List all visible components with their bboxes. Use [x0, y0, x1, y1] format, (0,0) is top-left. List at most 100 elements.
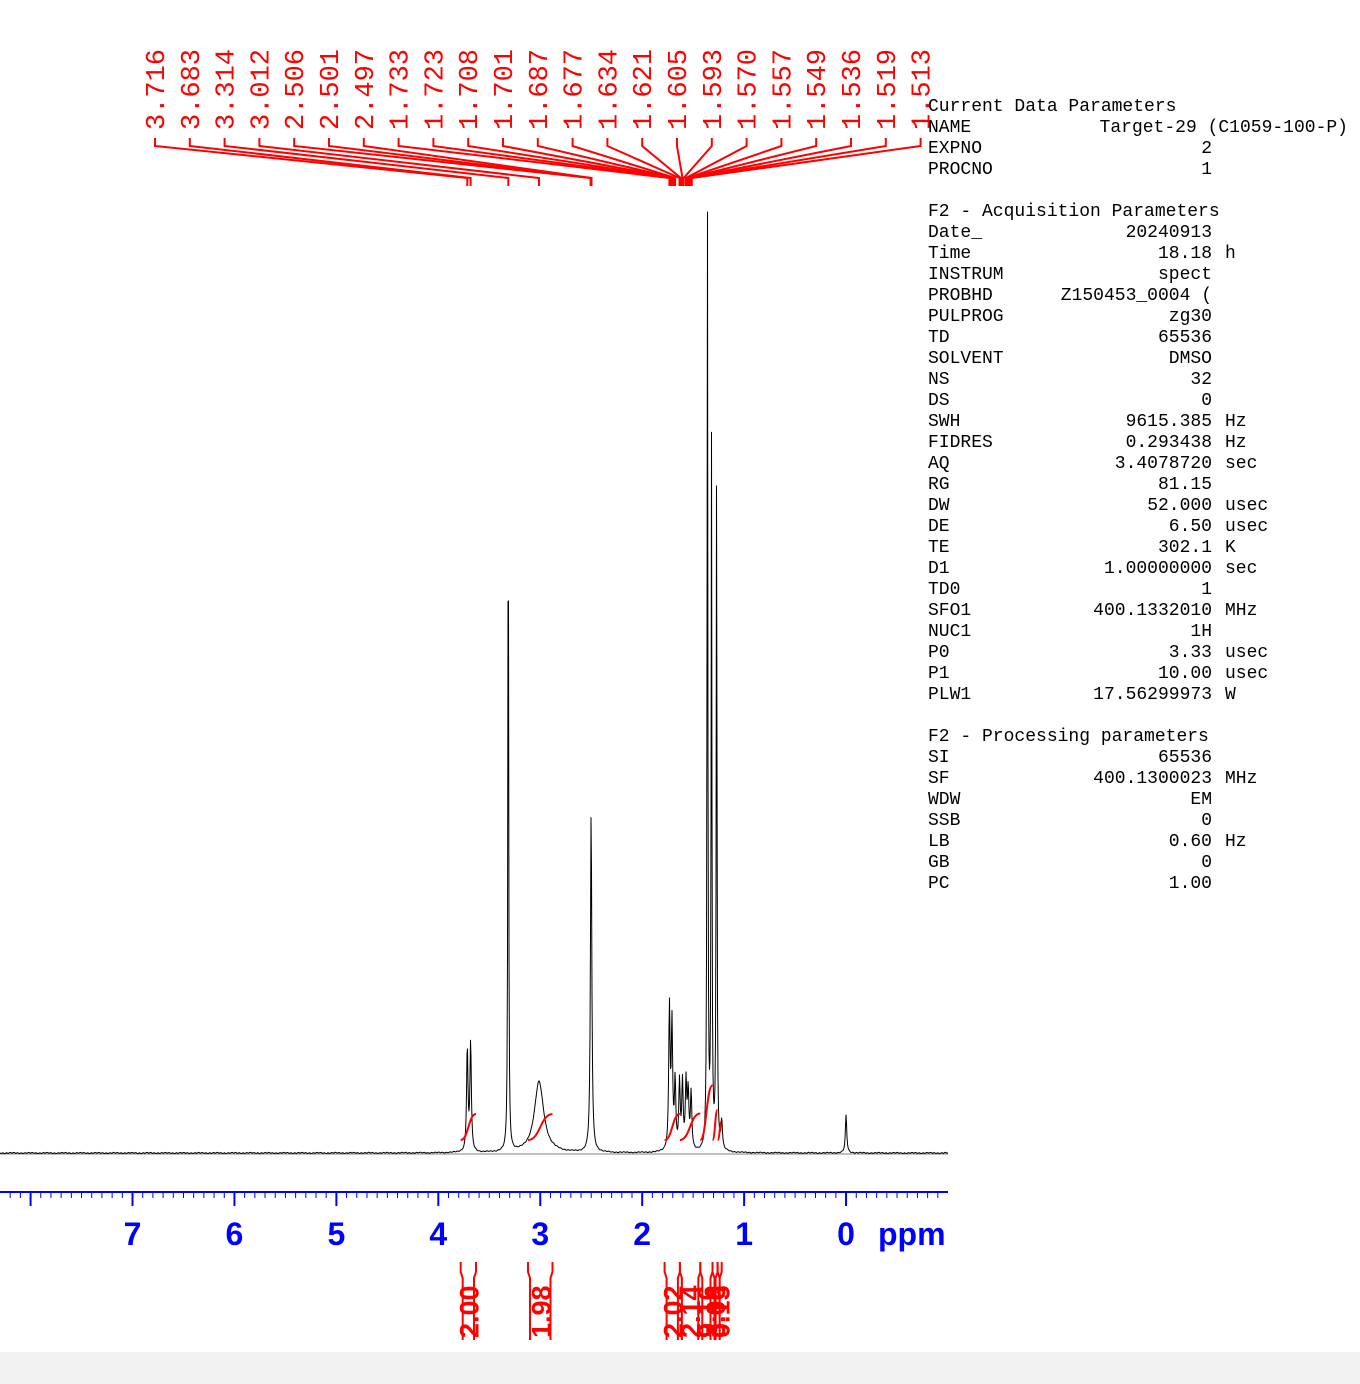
param-value: Z150453_0004 (	[1060, 286, 1212, 306]
param-key: GB	[928, 853, 950, 873]
peak-label: 2.506	[282, 49, 312, 130]
peak-leader-line	[606, 138, 681, 186]
param-row-rg: RG 81.15	[928, 475, 1348, 496]
param-key: DW	[928, 496, 950, 516]
param-row-name: NAME Target-29 (C1059-100-P)	[928, 118, 1348, 139]
param-row-aq: AQ 3.4078720 sec	[928, 454, 1348, 475]
param-value: 3.4078720	[1114, 454, 1212, 474]
param-row-de: DE 6.50 usec	[928, 517, 1348, 538]
peak-labels: 3.716 3.683 3.314 3.012 2.506 2.501 2.497 1.733…	[143, 49, 939, 130]
peak-leader-line	[571, 138, 677, 186]
param-value: 9615.385	[1125, 412, 1212, 432]
param-key: RG	[928, 475, 950, 495]
peak-label: 1.513	[909, 49, 939, 130]
peak-label: 1.723	[421, 49, 451, 130]
param-key: LB	[928, 832, 950, 852]
param-row-te: TE 302.1 K	[928, 538, 1348, 559]
param-value: 2	[1201, 139, 1212, 159]
param-key: P1	[928, 664, 950, 684]
peak-label-leaders	[154, 138, 922, 186]
param-unit: W	[1225, 685, 1236, 705]
integral-bracket	[527, 1262, 554, 1340]
integral-curve	[716, 1120, 723, 1141]
param-key: TE	[928, 538, 950, 558]
peak-leader-line	[432, 138, 672, 186]
processing-params-heading: F2 - Processing parameters	[928, 727, 1209, 747]
param-value: 1	[1201, 580, 1212, 600]
integral-curve	[699, 1084, 714, 1141]
param-value: spect	[1157, 265, 1212, 285]
param-unit: usec	[1225, 496, 1269, 516]
param-unit: h	[1225, 244, 1236, 264]
param-row-gb: GB 0	[928, 853, 1348, 874]
integral-bracket	[459, 1262, 477, 1340]
integral-curves	[460, 1084, 723, 1141]
param-row-lb: LB 0.60 Hz	[928, 832, 1348, 853]
param-key: SI	[928, 748, 950, 768]
param-value: Target-29 (C1059-100-P)	[1099, 118, 1348, 138]
param-unit: usec	[1225, 517, 1269, 537]
peak-label: 1.701	[491, 49, 521, 130]
param-key: PULPROG	[928, 307, 1004, 327]
param-value: 0.60	[1168, 832, 1212, 852]
param-value: 81.15	[1157, 475, 1212, 495]
current-params-heading: Current Data Parameters	[928, 97, 1177, 117]
peak-leader-line	[223, 138, 510, 186]
param-row-expno: EXPNO 2	[928, 139, 1348, 160]
param-row-pc: PC 1.00	[928, 874, 1348, 895]
param-row-dw: DW 52.000 usec	[928, 496, 1348, 517]
axis-tick-label: 1	[735, 1216, 753, 1252]
param-key: AQ	[928, 454, 950, 474]
param-key: SSB	[928, 811, 961, 831]
param-value: zg30	[1168, 307, 1212, 327]
param-row-sf: SF 400.1300023 MHz	[928, 769, 1348, 790]
integral-value: 2.00	[454, 1285, 484, 1338]
param-row-pulprog: PULPROG zg30	[928, 307, 1348, 328]
param-key: SF	[928, 769, 950, 789]
axis-tick-label: 0	[837, 1216, 855, 1252]
param-key: TD	[928, 328, 950, 348]
peak-label: 1.687	[526, 49, 556, 130]
param-key: EXPNO	[928, 139, 983, 159]
peak-leader-line	[676, 138, 684, 186]
param-row-wdw: WDW EM	[928, 790, 1348, 811]
peak-label: 2.497	[352, 49, 382, 130]
axis-tick-label: 6	[226, 1216, 244, 1252]
peak-label: 1.733	[387, 49, 417, 130]
param-row-d1: D1 1.00000000 sec	[928, 559, 1348, 580]
peak-label: 1.570	[735, 49, 765, 130]
param-value: 1.00	[1168, 874, 1212, 894]
param-key: Date_	[928, 223, 983, 243]
peak-leader-line	[690, 138, 922, 186]
param-key: SFO1	[928, 601, 972, 621]
acquisition-parameters-panel: Current Data Parameters NAME Target-29 (C…	[928, 97, 1348, 895]
peak-leader-line	[641, 138, 682, 186]
integral-value: 2.02	[658, 1285, 688, 1338]
param-value: 0	[1201, 853, 1212, 873]
param-key: WDW	[928, 790, 961, 810]
param-row-solvent: SOLVENT DMSO	[928, 349, 1348, 370]
peak-leader-line	[502, 138, 674, 186]
param-key: NUC1	[928, 622, 972, 642]
integral-curve	[679, 1112, 701, 1141]
peak-leader-line	[685, 138, 748, 186]
param-unit: MHz	[1225, 601, 1258, 621]
param-unit: Hz	[1225, 412, 1247, 432]
peak-leader-line	[154, 138, 469, 186]
param-value: 0	[1201, 811, 1212, 831]
param-key: DE	[928, 517, 950, 537]
current-params-rows: NAME Target-29 (C1059-100-P) EXPNO 2 PROCNO 1	[928, 118, 1348, 181]
param-row-instrum: INSTRUM spect	[928, 265, 1348, 286]
param-value: 52.000	[1147, 496, 1212, 516]
param-value: 302.1	[1157, 538, 1212, 558]
param-unit: Hz	[1225, 832, 1247, 852]
param-key: SOLVENT	[928, 349, 1004, 369]
param-key: NS	[928, 370, 950, 390]
integral-brackets: 2.00 1.98 2.022.149.163.060.15	[454, 1262, 736, 1340]
param-row-ssb: SSB 0	[928, 811, 1348, 832]
acquisition-params-heading: F2 - Acquisition Parameters	[928, 202, 1220, 222]
param-row-td: TD 65536	[928, 328, 1348, 349]
param-value: 32	[1190, 370, 1212, 390]
peak-label: 3.716	[143, 49, 173, 130]
